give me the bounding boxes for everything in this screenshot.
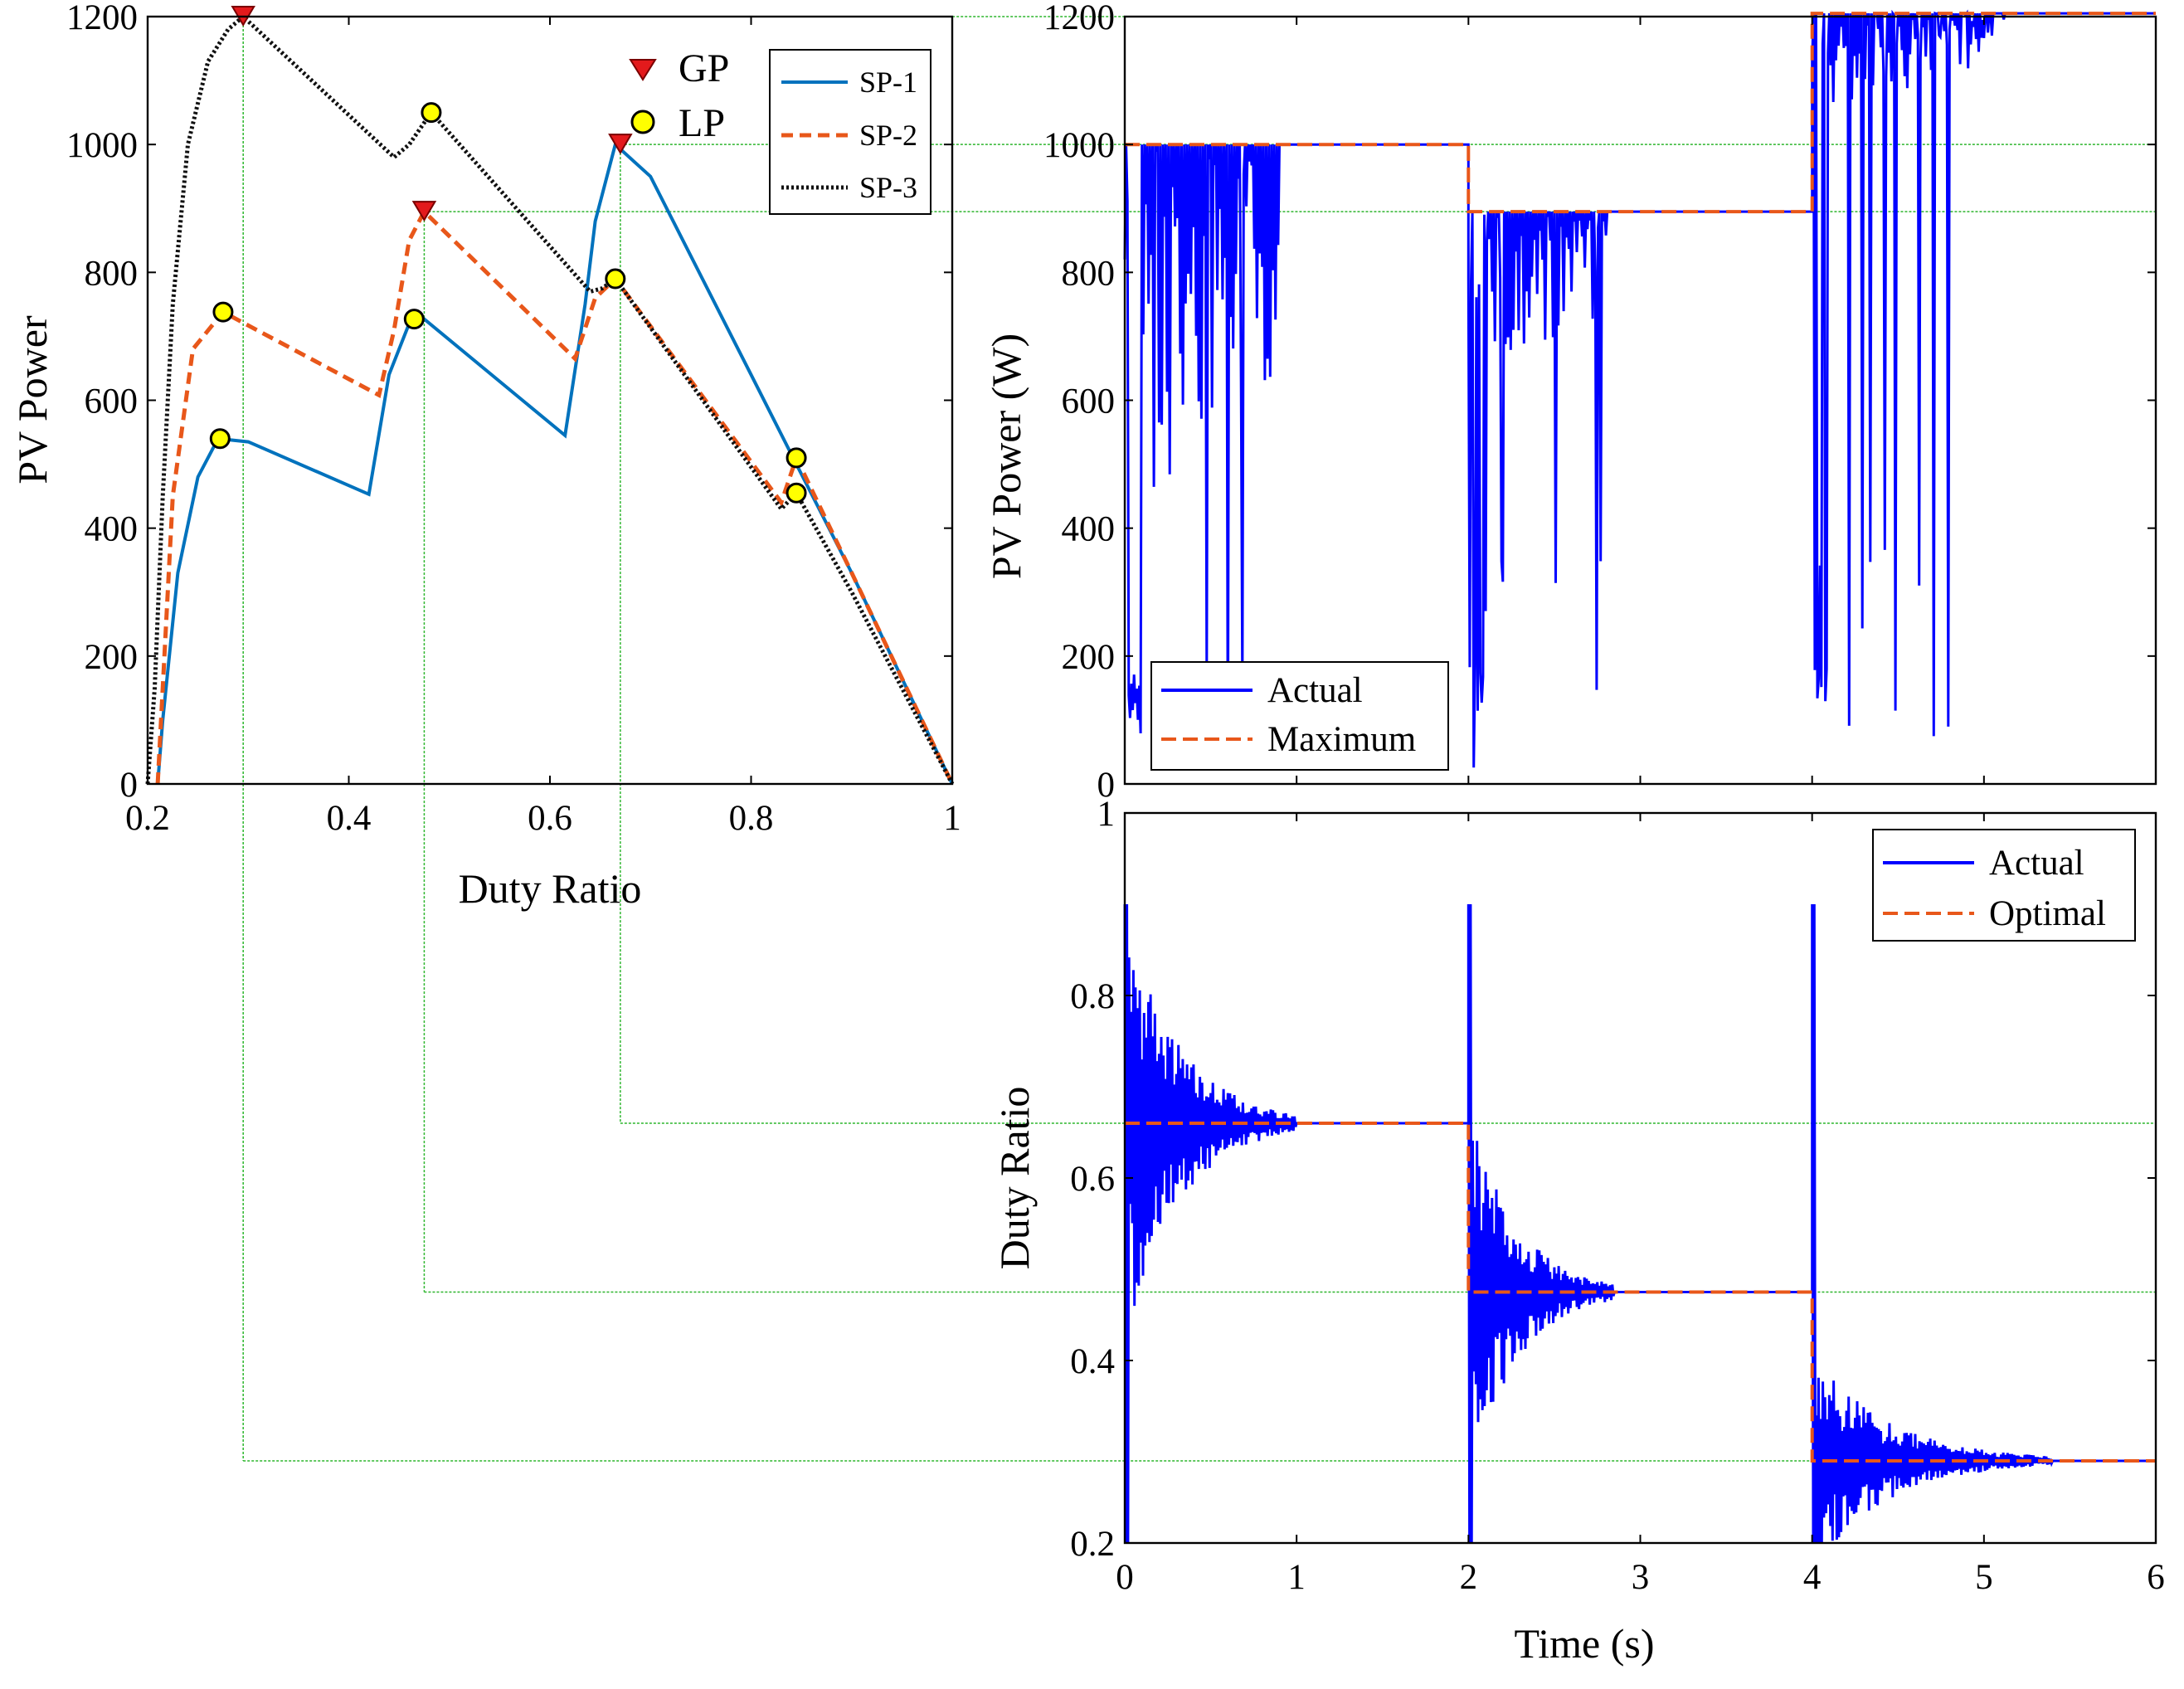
pv-power-maximum-label: Maximum xyxy=(1267,720,1416,759)
pv-curve-ytick-label: 800 xyxy=(85,254,139,293)
duty-optimal-line xyxy=(1125,1122,2156,1463)
pv-power-ytick-label: 200 xyxy=(1062,638,1116,677)
pv-curve-ytick-label: 200 xyxy=(85,638,139,677)
lp-legend-label: LP xyxy=(679,101,725,145)
pv-curve-markers xyxy=(209,6,807,504)
duty-xtick-label: 1 xyxy=(1287,1558,1306,1597)
pv-curve-line-sp-2 xyxy=(155,207,955,786)
gp-legend-label: GP xyxy=(679,46,729,90)
duty-ytick-label: 0.4 xyxy=(1070,1342,1115,1381)
gp-marker xyxy=(411,201,437,222)
duty-xtick-label: 4 xyxy=(1803,1558,1822,1597)
duty-ylabel: Duty Ratio xyxy=(991,1087,1038,1270)
duty-ratio-series xyxy=(1123,903,2156,1544)
pv-power-ytick-label: 600 xyxy=(1062,382,1116,421)
pv-power-actual-line xyxy=(1123,9,2156,769)
pv-curve-xtick-label: 0.2 xyxy=(125,799,170,838)
pv-power-legend-box xyxy=(1150,661,1449,771)
duty-xtick-label: 2 xyxy=(1460,1558,1478,1597)
duty-xtick-label: 0 xyxy=(1116,1558,1134,1597)
pv-curve-chart: 0 200 400 600 800 1000 1200 0.2 0.4 0.6 0.8 1 Duty … xyxy=(9,0,961,912)
pv-curve-xtick-label: 0.8 xyxy=(729,799,774,838)
pv-power-ytick-label: 800 xyxy=(1062,254,1116,293)
lp-marker xyxy=(786,447,807,469)
pv-power-ticks: 0 200 400 600 800 1000 1200 xyxy=(1043,0,2157,805)
pv-power-ytick-label: 1200 xyxy=(1043,0,1115,37)
lp-marker xyxy=(209,428,231,450)
pv-curve-ticks: 0 200 400 600 800 1000 1200 0.2 0.4 0.6 0.8 1 xyxy=(66,0,961,838)
pv-power-ytick-label: 0 xyxy=(1097,766,1116,805)
pv-curve-xtick-label: 0.6 xyxy=(528,799,572,838)
sp1-legend-label: SP-1 xyxy=(859,66,917,99)
pv-curve-ytick-label: 0 xyxy=(120,766,139,805)
pv-power-ylabel: PV Power (W) xyxy=(983,333,1029,579)
sp2-legend-label: SP-2 xyxy=(859,119,917,152)
pv-curve-xtick-label: 0.4 xyxy=(327,799,372,838)
pv-power-series xyxy=(1123,9,2156,769)
lp-marker xyxy=(605,268,626,290)
pv-curve-ytick-label: 1000 xyxy=(66,126,138,165)
pv-curve-line-sp-3 xyxy=(145,13,955,786)
duty-ytick-label: 1 xyxy=(1097,795,1116,834)
duty-legend-box xyxy=(1872,829,2136,942)
duty-time-chart: 0.2 0.4 0.6 0.8 1 0 1 2 3 4 5 6 Time (s) Duty Ratio… xyxy=(991,795,2165,1667)
pv-power-actual-label: Actual xyxy=(1267,671,1363,710)
pv-curve-line-sp-1 xyxy=(156,141,954,785)
duty-actual-label: Actual xyxy=(1989,844,2084,883)
duty-xlabel: Time (s) xyxy=(1514,1620,1654,1667)
pv-curve-ytick-label: 400 xyxy=(85,510,139,549)
lp-marker xyxy=(403,309,425,330)
pv-curve-xtick-label: 1 xyxy=(943,799,961,838)
duty-xtick-label: 5 xyxy=(1975,1558,1993,1597)
duty-ytick-label: 0.2 xyxy=(1070,1525,1115,1564)
pv-power-time-chart: 0 200 400 600 800 1000 1200 PV Power (W) Actua… xyxy=(983,0,2157,805)
lp-marker xyxy=(786,482,807,504)
lp-marker xyxy=(212,301,234,323)
pv-curve-ylabel: PV Power xyxy=(9,315,56,484)
duty-optimal-label: Optimal xyxy=(1989,894,2106,933)
pv-curve-line-legend: SP-1 SP-2 SP-3 xyxy=(769,49,931,215)
lp-legend-marker xyxy=(630,110,655,134)
pv-curve-marker-legend: GP LP xyxy=(629,46,729,145)
sp3-legend-label: SP-3 xyxy=(859,171,917,204)
duty-ytick-label: 0.8 xyxy=(1070,977,1115,1016)
lp-marker xyxy=(421,102,442,124)
duty-actual-line xyxy=(1123,903,2156,1544)
pv-power-ytick-label: 400 xyxy=(1062,510,1116,549)
duty-xtick-label: 3 xyxy=(1632,1558,1650,1597)
duty-legend: Actual Optimal xyxy=(1872,829,2136,942)
pv-curve-xlabel: Duty Ratio xyxy=(459,865,642,912)
pv-curve-ytick-label: 600 xyxy=(85,382,139,421)
gp-marker xyxy=(608,134,633,155)
duty-xtick-label: 6 xyxy=(2147,1558,2165,1597)
pv-power-legend: Actual Maximum xyxy=(1150,661,1449,771)
duty-ticks: 0.2 0.4 0.6 0.8 1 0 1 2 3 4 5 6 xyxy=(1070,795,2165,1597)
pv-power-ytick-label: 1000 xyxy=(1043,126,1115,165)
duty-ytick-label: 0.6 xyxy=(1070,1160,1115,1199)
pv-power-maximum-line xyxy=(1125,12,2156,214)
gp-legend-marker xyxy=(629,59,657,81)
pv-curve-ytick-label: 1200 xyxy=(66,0,138,37)
